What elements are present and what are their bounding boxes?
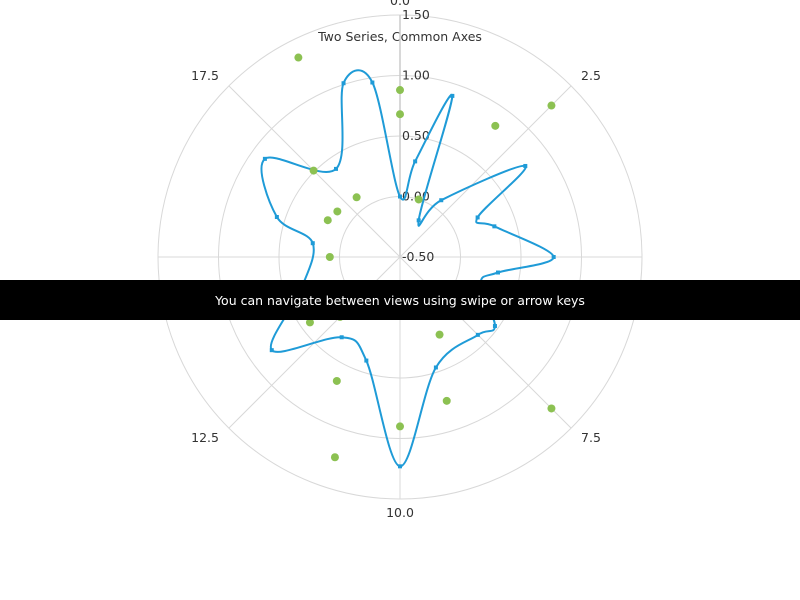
series-1-point	[492, 224, 497, 229]
series-1-point	[433, 365, 438, 370]
radius-tick-label: 1.50	[402, 7, 430, 22]
angle-tick-label: 10.0	[386, 505, 414, 520]
series-2-point	[330, 453, 339, 462]
angle-tick-label: 17.5	[191, 68, 219, 83]
series-1-point	[333, 166, 338, 171]
angle-tick-label: 2.5	[581, 68, 601, 83]
series-1-point	[398, 464, 402, 469]
series-1-point	[475, 332, 480, 337]
angle-tick-label: 0.0	[390, 0, 410, 8]
series-2-point	[323, 216, 332, 225]
series-1-point	[413, 159, 418, 164]
angle-tick-label: 12.5	[191, 430, 219, 445]
navigation-hint-banner: You can navigate between views using swi…	[0, 280, 800, 320]
grid-spoke	[399, 85, 572, 258]
series-2-point	[294, 53, 303, 62]
series-2-point	[414, 195, 423, 204]
series-2-point	[435, 330, 444, 339]
series-1-point	[439, 198, 444, 203]
series-2-point	[396, 422, 404, 431]
series-1-point	[492, 323, 497, 328]
series-1-point	[269, 348, 274, 353]
series-1-point	[370, 80, 375, 85]
radius-tick-label: 1.00	[402, 68, 430, 83]
series-2-point	[396, 86, 404, 95]
series-2-point	[547, 404, 556, 413]
angle-axis-labels: 0.0 2.5 7.5 10.0 12.5 17.5	[191, 0, 601, 520]
series-1-point	[310, 241, 315, 246]
angle-tick-label: 7.5	[581, 430, 601, 445]
series-1-point	[341, 81, 346, 86]
radius-tick-label: 0.50	[402, 128, 430, 143]
series-2-point	[332, 376, 341, 385]
series-1-point	[450, 93, 455, 98]
series-2-point	[352, 193, 361, 202]
series-1-point	[475, 215, 480, 220]
series-2-point	[325, 253, 334, 261]
radius-tick-label: -0.50	[402, 249, 434, 264]
series-1-point	[523, 163, 528, 168]
series-1-point	[339, 335, 344, 340]
series-1-point	[398, 194, 402, 199]
series-2-point	[333, 207, 342, 216]
series-2-point	[491, 121, 500, 130]
series-2-point	[305, 318, 314, 327]
navigation-hint-text: You can navigate between views using swi…	[215, 292, 585, 308]
series-1-point	[416, 218, 421, 223]
series-2-point	[547, 101, 556, 110]
series-1-point	[551, 255, 556, 259]
series-1-point	[274, 214, 279, 219]
series-2-point	[309, 166, 318, 175]
series-2-point	[396, 110, 404, 119]
series-1-point	[495, 270, 500, 275]
series-1-point	[262, 156, 267, 161]
series-2-point	[442, 396, 451, 405]
series-1-point	[364, 358, 369, 363]
